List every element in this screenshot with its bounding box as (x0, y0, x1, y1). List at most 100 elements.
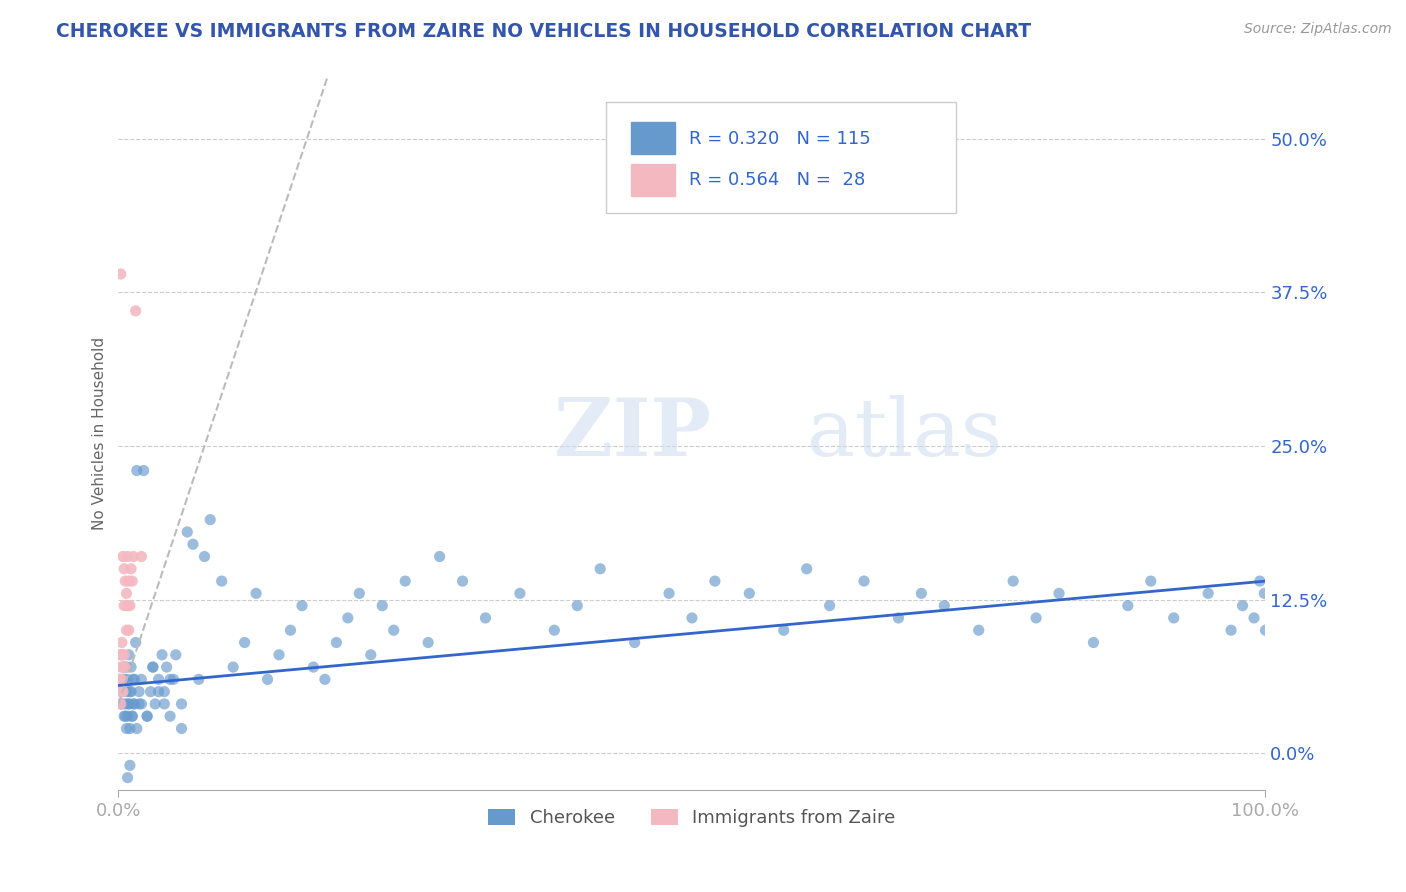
Point (117, 549, 139, 564)
Point (153, 684, 176, 698)
Point (111, 673, 134, 687)
Point (132, 463, 155, 477)
Point (124, 303, 146, 318)
Point (131, 673, 153, 687)
Point (1163, 611, 1185, 625)
Point (118, 574, 141, 588)
Point (121, 709, 143, 723)
Point (1232, 599, 1254, 613)
Point (120, 660, 142, 674)
Point (159, 709, 181, 723)
Point (139, 684, 162, 698)
Point (114, 697, 136, 711)
Point (118, 599, 141, 613)
Point (394, 574, 416, 588)
Point (117, 709, 139, 723)
Text: atlas: atlas (807, 394, 1002, 473)
Point (115, 684, 138, 698)
Text: Source: ZipAtlas.com: Source: ZipAtlas.com (1244, 22, 1392, 37)
Bar (631, 122, 675, 154)
Point (1025, 611, 1047, 625)
Point (543, 624, 565, 638)
Point (291, 599, 314, 613)
Y-axis label: No Vehicles in Household: No Vehicles in Household (93, 337, 107, 530)
Point (114, 660, 136, 674)
Point (148, 673, 170, 687)
Point (181, 537, 204, 551)
Point (681, 611, 703, 625)
Point (115, 660, 138, 674)
Point (429, 549, 451, 564)
Point (1220, 624, 1243, 638)
Point (1139, 574, 1161, 588)
Point (112, 673, 135, 687)
Point (112, 709, 135, 723)
Point (115, 722, 138, 736)
Point (143, 697, 166, 711)
Point (658, 586, 681, 600)
Point (1083, 635, 1105, 649)
Point (118, 624, 141, 638)
Point (122, 697, 145, 711)
Point (853, 574, 876, 588)
Point (325, 635, 347, 649)
Point (170, 722, 193, 736)
Point (111, 648, 134, 662)
Point (233, 635, 256, 649)
Point (122, 673, 145, 687)
Point (121, 574, 143, 588)
Point (120, 562, 142, 576)
Point (117, 771, 139, 785)
Point (1253, 586, 1275, 600)
Point (703, 574, 725, 588)
Point (136, 709, 159, 723)
Point (108, 673, 131, 687)
Point (474, 611, 496, 625)
Point (1249, 574, 1271, 588)
Point (772, 624, 794, 638)
Point (136, 709, 159, 723)
Point (122, 549, 145, 564)
Point (115, 624, 138, 638)
Point (111, 648, 134, 662)
Point (967, 624, 990, 638)
Point (117, 599, 139, 613)
Point (124, 697, 146, 711)
Point (1047, 586, 1070, 600)
Point (118, 697, 141, 711)
Point (118, 697, 141, 711)
Point (170, 697, 193, 711)
Point (114, 709, 136, 723)
Point (589, 562, 612, 576)
Point (118, 648, 141, 662)
Point (818, 599, 841, 613)
Point (125, 722, 148, 736)
Point (418, 635, 440, 649)
Point (111, 697, 134, 711)
Point (371, 599, 394, 613)
Point (111, 684, 134, 698)
Point (267, 648, 290, 662)
Point (451, 574, 474, 588)
Point (314, 673, 336, 687)
Bar (631, 163, 675, 195)
Point (176, 524, 198, 539)
Point (125, 463, 148, 477)
Point (509, 586, 531, 600)
Point (112, 684, 135, 698)
Point (1197, 586, 1219, 600)
Point (120, 684, 142, 698)
Point (112, 599, 135, 613)
Point (112, 549, 135, 564)
Point (131, 549, 153, 564)
Point (112, 660, 135, 674)
Text: ZIP: ZIP (554, 394, 711, 473)
Point (124, 635, 146, 649)
Point (112, 673, 135, 687)
Point (738, 586, 761, 600)
Point (245, 586, 267, 600)
Text: R = 0.564   N =  28: R = 0.564 N = 28 (689, 171, 865, 189)
Point (118, 758, 141, 772)
Point (117, 673, 139, 687)
Point (124, 673, 146, 687)
